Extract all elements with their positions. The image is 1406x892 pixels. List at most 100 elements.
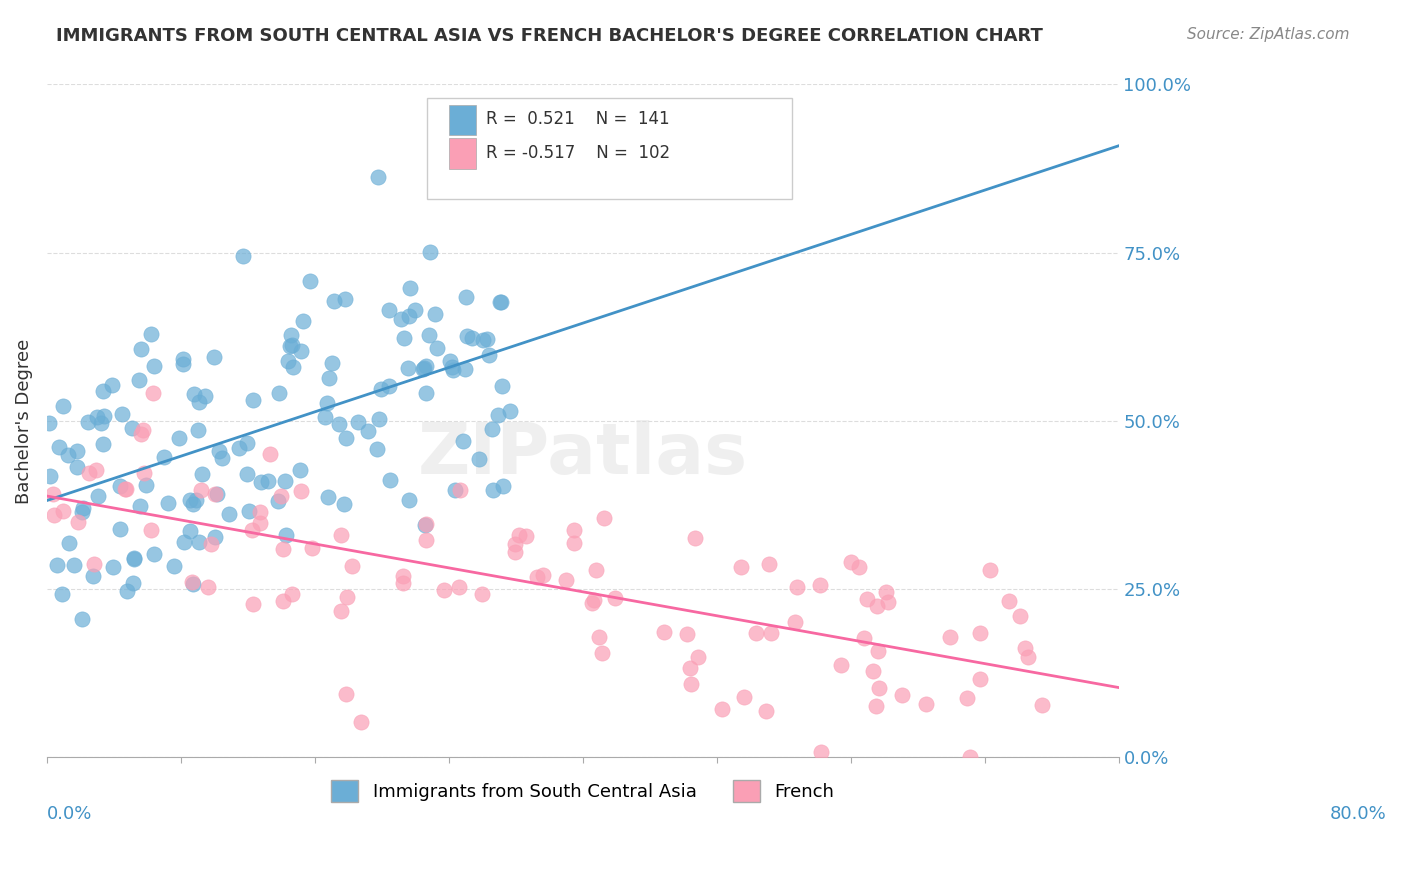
Point bbox=[56, 448, 79, 462]
Point bbox=[86, 409, 108, 424]
Point bbox=[378, 302, 401, 317]
Point bbox=[63, 558, 86, 572]
Point bbox=[83, 557, 105, 571]
Point bbox=[249, 516, 271, 530]
Point bbox=[605, 591, 627, 606]
Point bbox=[267, 385, 290, 400]
Point bbox=[1031, 698, 1053, 712]
Point bbox=[471, 333, 494, 347]
Y-axis label: Bachelor's Degree: Bachelor's Degree bbox=[15, 338, 32, 504]
Point bbox=[184, 492, 207, 507]
Point bbox=[301, 541, 323, 555]
Point bbox=[139, 327, 162, 342]
Point bbox=[276, 528, 298, 542]
Point bbox=[425, 307, 447, 321]
Point bbox=[392, 576, 415, 591]
Point bbox=[733, 690, 755, 705]
Text: IMMIGRANTS FROM SOUTH CENTRAL ASIA VS FRENCH BACHELOR'S DEGREE CORRELATION CHART: IMMIGRANTS FROM SOUTH CENTRAL ASIA VS FR… bbox=[56, 27, 1043, 45]
Point bbox=[267, 493, 290, 508]
Point bbox=[488, 295, 510, 310]
Point bbox=[681, 677, 703, 691]
Point bbox=[554, 573, 576, 587]
Point bbox=[197, 580, 219, 594]
Point bbox=[238, 504, 260, 518]
Point bbox=[208, 444, 231, 458]
Point bbox=[108, 523, 131, 537]
Point bbox=[131, 423, 153, 437]
Point bbox=[249, 475, 271, 489]
Point bbox=[93, 409, 115, 424]
Point bbox=[72, 500, 94, 515]
Point bbox=[463, 150, 485, 164]
Point bbox=[232, 249, 254, 263]
Point bbox=[181, 576, 204, 591]
Point bbox=[415, 386, 437, 401]
Point bbox=[42, 508, 65, 522]
Point bbox=[454, 361, 477, 376]
Point bbox=[48, 440, 70, 454]
Point bbox=[91, 384, 114, 398]
Point bbox=[108, 479, 131, 493]
Point bbox=[114, 483, 136, 497]
Point bbox=[278, 339, 301, 353]
Point bbox=[330, 527, 353, 541]
Point bbox=[271, 541, 294, 556]
Point bbox=[1017, 650, 1039, 665]
Point bbox=[419, 245, 441, 260]
Point bbox=[456, 329, 478, 343]
Point bbox=[90, 416, 112, 430]
Point bbox=[426, 342, 449, 356]
Point bbox=[581, 596, 603, 610]
Point bbox=[491, 379, 513, 393]
Point bbox=[187, 423, 209, 437]
Point bbox=[87, 489, 110, 503]
Point bbox=[392, 568, 415, 582]
Point bbox=[439, 353, 461, 368]
Point bbox=[856, 592, 879, 607]
Point bbox=[853, 631, 876, 645]
Point bbox=[471, 587, 494, 601]
Point bbox=[122, 575, 145, 590]
Legend: Immigrants from South Central Asia, French: Immigrants from South Central Asia, Fren… bbox=[323, 772, 841, 809]
Point bbox=[70, 612, 93, 626]
Point bbox=[786, 580, 808, 594]
Point bbox=[481, 422, 503, 436]
Point bbox=[281, 338, 304, 352]
Point bbox=[399, 281, 422, 295]
Point bbox=[357, 424, 380, 438]
Point bbox=[139, 523, 162, 537]
Point bbox=[211, 450, 233, 465]
Point bbox=[249, 505, 271, 519]
Point bbox=[592, 511, 614, 525]
Point bbox=[503, 544, 526, 558]
Point bbox=[939, 630, 962, 644]
FancyBboxPatch shape bbox=[449, 138, 475, 169]
Point bbox=[415, 533, 437, 547]
Point bbox=[398, 493, 420, 508]
Point bbox=[866, 599, 889, 613]
Point bbox=[1008, 609, 1031, 624]
Point bbox=[181, 497, 204, 511]
Point bbox=[280, 587, 302, 601]
Text: R = -0.517    N =  102: R = -0.517 N = 102 bbox=[486, 145, 671, 162]
Point bbox=[77, 466, 100, 480]
Point bbox=[441, 362, 464, 376]
Point bbox=[652, 625, 675, 640]
Point bbox=[468, 451, 491, 466]
Point bbox=[335, 292, 357, 306]
Point bbox=[591, 646, 613, 660]
Point bbox=[318, 371, 340, 385]
Point bbox=[562, 535, 585, 549]
Point bbox=[121, 421, 143, 435]
Point bbox=[367, 411, 389, 425]
Point bbox=[377, 379, 399, 393]
Point bbox=[84, 462, 107, 476]
Point bbox=[115, 583, 138, 598]
Point bbox=[367, 170, 389, 185]
Point bbox=[839, 555, 862, 569]
Point bbox=[711, 702, 734, 716]
Point bbox=[456, 289, 478, 303]
Point bbox=[163, 558, 186, 573]
Point bbox=[204, 487, 226, 501]
Point bbox=[450, 483, 472, 498]
